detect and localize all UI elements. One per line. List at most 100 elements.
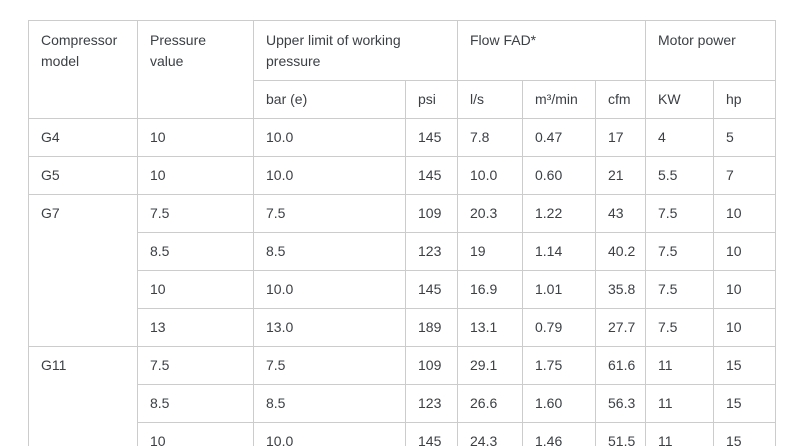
cell-pressure: 7.5	[137, 194, 254, 233]
cell-pressure: 10	[137, 156, 254, 195]
header-units-row: bar (e) psi l/s m³/min cfm KW hp	[29, 80, 776, 119]
cell-model: G7	[28, 194, 138, 347]
header-unit-kw: KW	[645, 80, 714, 119]
cell-cfm: 56.3	[595, 384, 646, 423]
cell-cfm: 61.6	[595, 346, 646, 385]
cell-ls: 13.1	[457, 308, 523, 347]
cell-kw: 11	[645, 384, 714, 423]
cell-kw: 4	[645, 118, 714, 157]
cell-cfm: 35.8	[595, 270, 646, 309]
cell-bar: 10.0	[253, 118, 406, 157]
cell-psi: 189	[405, 308, 458, 347]
compressor-spec-table: Compressor model Pressure value Upper li…	[28, 20, 776, 446]
header-motor-power-group: Motor power	[645, 20, 776, 81]
cell-pressure: 10	[137, 270, 254, 309]
cell-m3min: 1.60	[522, 384, 596, 423]
cell-hp: 15	[713, 346, 776, 385]
header-flow-fad-group: Flow FAD*	[457, 20, 646, 81]
cell-psi: 123	[405, 384, 458, 423]
cell-m3min: 1.46	[522, 422, 596, 446]
table-row: G7 7.5 7.5 109 20.3 1.22 43 7.5 10	[28, 194, 776, 347]
cell-m3min: 0.79	[522, 308, 596, 347]
header-upper-limit-group: Upper limit of working pressure	[253, 20, 458, 81]
cell-bar: 10.0	[253, 270, 406, 309]
cell-psi: 145	[405, 422, 458, 446]
cell-ls: 16.9	[457, 270, 523, 309]
cell-psi: 109	[405, 346, 458, 385]
cell-bar: 10.0	[253, 422, 406, 446]
table-row: 8.5 8.5 123 19 1.14 40.2 7.5 10	[29, 232, 776, 271]
table-header: Compressor model Pressure value Upper li…	[28, 20, 776, 119]
cell-hp: 15	[713, 384, 776, 423]
cell-pressure: 13	[137, 308, 254, 347]
cell-hp: 15	[713, 422, 776, 446]
table-body: G4 10 10.0 145 7.8 0.47 17 4 5 G5 10 10.0 145 10.0 0.6…	[28, 118, 776, 446]
table-row: G5 10 10.0 145 10.0 0.60 21 5.5 7	[28, 156, 776, 195]
cell-model: G5	[28, 156, 138, 195]
header-compressor-model: Compressor model	[28, 20, 138, 119]
cell-cfm: 43	[595, 194, 646, 233]
cell-bar: 7.5	[253, 346, 406, 385]
cell-kw: 5.5	[645, 156, 714, 195]
cell-ls: 19	[457, 232, 523, 271]
cell-hp: 10	[713, 308, 776, 347]
cell-cfm: 21	[595, 156, 646, 195]
cell-cfm: 17	[595, 118, 646, 157]
cell-ls: 24.3	[457, 422, 523, 446]
cell-m3min: 0.60	[522, 156, 596, 195]
cell-psi: 145	[405, 270, 458, 309]
cell-psi: 123	[405, 232, 458, 271]
cell-hp: 5	[713, 118, 776, 157]
cell-hp: 10	[713, 270, 776, 309]
cell-kw: 7.5	[645, 270, 714, 309]
cell-m3min: 1.01	[522, 270, 596, 309]
cell-bar: 10.0	[253, 156, 406, 195]
cell-bar: 7.5	[253, 194, 406, 233]
header-unit-bar: bar (e)	[253, 80, 406, 119]
table-row: G11 7.5 7.5 109 29.1 1.75 61.6 11 15	[28, 346, 776, 446]
table-row: G4 10 10.0 145 7.8 0.47 17 4 5	[28, 118, 776, 157]
cell-cfm: 27.7	[595, 308, 646, 347]
cell-bar: 13.0	[253, 308, 406, 347]
cell-pressure: 10	[137, 422, 254, 446]
cell-psi: 145	[405, 118, 458, 157]
cell-m3min: 1.75	[522, 346, 596, 385]
header-group-row: Compressor model Pressure value Upper li…	[28, 20, 776, 119]
cell-kw: 7.5	[645, 194, 714, 233]
cell-kw: 7.5	[645, 308, 714, 347]
cell-pressure: 8.5	[137, 232, 254, 271]
cell-ls: 7.8	[457, 118, 523, 157]
table-row: 8.5 8.5 123 26.6 1.60 56.3 11 15	[29, 384, 776, 423]
cell-hp: 7	[713, 156, 776, 195]
cell-psi: 109	[405, 194, 458, 233]
header-unit-hp: hp	[713, 80, 776, 119]
header-unit-psi: psi	[405, 80, 458, 119]
cell-kw: 7.5	[645, 232, 714, 271]
cell-bar: 8.5	[253, 384, 406, 423]
header-pressure-value: Pressure value	[137, 20, 254, 119]
cell-pressure: 7.5	[137, 346, 254, 385]
cell-hp: 10	[713, 232, 776, 271]
table-row: 10 10.0 145 24.3 1.46 51.5 11 15	[29, 422, 776, 446]
cell-hp: 10	[713, 194, 776, 233]
cell-ls: 10.0	[457, 156, 523, 195]
cell-m3min: 0.47	[522, 118, 596, 157]
cell-model: G4	[28, 118, 138, 157]
header-unit-cfm: cfm	[595, 80, 646, 119]
table-row: 13 13.0 189 13.1 0.79 27.7 7.5 10	[29, 308, 776, 347]
cell-cfm: 40.2	[595, 232, 646, 271]
cell-m3min: 1.22	[522, 194, 596, 233]
cell-pressure: 8.5	[137, 384, 254, 423]
cell-pressure: 10	[137, 118, 254, 157]
cell-psi: 145	[405, 156, 458, 195]
cell-bar: 8.5	[253, 232, 406, 271]
cell-ls: 20.3	[457, 194, 523, 233]
cell-kw: 11	[645, 422, 714, 446]
header-unit-ls: l/s	[457, 80, 523, 119]
table-row: 10 10.0 145 16.9 1.01 35.8 7.5 10	[29, 270, 776, 309]
cell-model: G11	[28, 346, 138, 446]
cell-kw: 11	[645, 346, 714, 385]
cell-m3min: 1.14	[522, 232, 596, 271]
cell-ls: 29.1	[457, 346, 523, 385]
